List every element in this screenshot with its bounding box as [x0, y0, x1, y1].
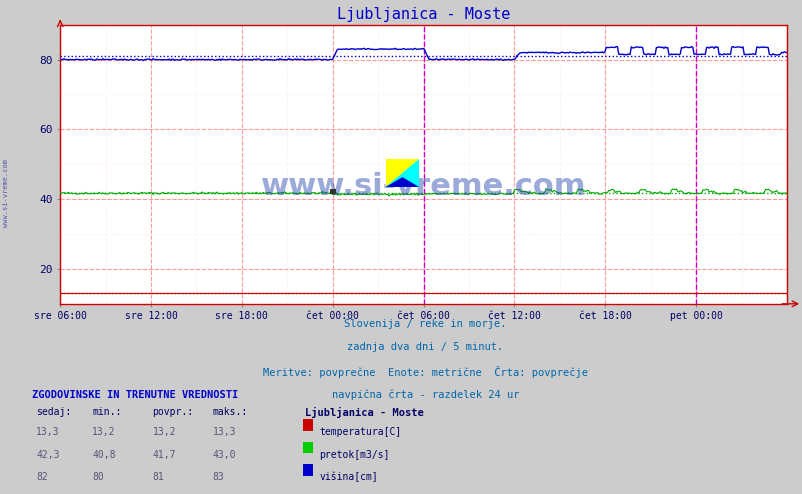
Polygon shape [385, 159, 419, 187]
Text: 43,0: 43,0 [213, 450, 236, 459]
Text: pretok[m3/s]: pretok[m3/s] [319, 450, 390, 459]
Title: Ljubljanica - Moste: Ljubljanica - Moste [337, 7, 509, 22]
Text: 42,3: 42,3 [36, 450, 59, 459]
Text: maks.:: maks.: [213, 407, 248, 417]
Polygon shape [385, 177, 419, 187]
Text: 81: 81 [152, 472, 164, 482]
Text: www.si-vreme.com: www.si-vreme.com [3, 159, 10, 227]
Text: 82: 82 [36, 472, 48, 482]
Polygon shape [385, 159, 419, 187]
Text: 41,7: 41,7 [152, 450, 176, 459]
Text: 83: 83 [213, 472, 225, 482]
Bar [330, 189, 335, 194]
Text: zadnja dva dni / 5 minut.: zadnja dva dni / 5 minut. [347, 342, 503, 352]
Text: 40,8: 40,8 [92, 450, 115, 459]
Text: povpr.:: povpr.: [152, 407, 193, 417]
Text: ZGODOVINSKE IN TRENUTNE VREDNOSTI: ZGODOVINSKE IN TRENUTNE VREDNOSTI [32, 390, 238, 400]
Text: 13,3: 13,3 [213, 427, 236, 437]
Text: navpična črta - razdelek 24 ur: navpična črta - razdelek 24 ur [331, 390, 519, 400]
Text: 13,2: 13,2 [92, 427, 115, 437]
Text: 80: 80 [92, 472, 104, 482]
Text: Meritve: povprečne  Enote: metrične  Črta: povprečje: Meritve: povprečne Enote: metrične Črta:… [263, 366, 587, 378]
Text: temperatura[C]: temperatura[C] [319, 427, 401, 437]
Text: višina[cm]: višina[cm] [319, 472, 378, 483]
Text: Slovenija / reke in morje.: Slovenija / reke in morje. [344, 319, 506, 329]
Text: sedaj:: sedaj: [36, 407, 71, 417]
Text: 13,3: 13,3 [36, 427, 59, 437]
Text: www.si-vreme.com: www.si-vreme.com [261, 172, 585, 201]
Text: Ljubljanica - Moste: Ljubljanica - Moste [305, 407, 423, 418]
Text: 13,2: 13,2 [152, 427, 176, 437]
Text: min.:: min.: [92, 407, 122, 417]
